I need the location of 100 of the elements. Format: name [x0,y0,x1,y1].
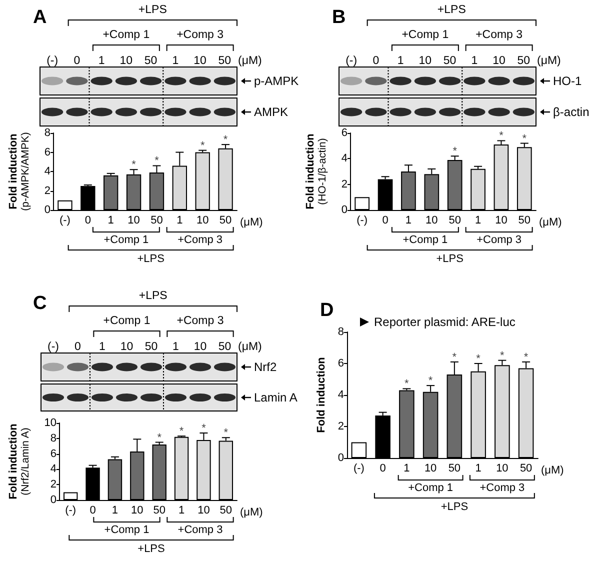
chart-subtitle: Reporter plasmid: ARE-luc [374,315,516,329]
data-label: * [428,375,434,388]
category-label: 0 [372,55,380,67]
y-tick-label: 0 [338,452,344,464]
text: (μM) [238,341,262,353]
x-tick-label: (-) [356,214,368,226]
text: β-actin [553,105,590,119]
category-label: 50 [517,55,530,67]
y-tick-label: 6 [338,358,344,370]
text: +Comp 3 [178,234,223,246]
x-tick-label: 10 [128,214,140,226]
x-tick-label: 1 [475,462,482,474]
x-axis-title: (μM) [539,216,562,228]
category-label: 50 [144,341,158,353]
text: (μM) [537,55,561,67]
data-label: * [524,351,529,364]
category-label: 50 [218,55,232,67]
y-tick-label: 6 [341,127,348,139]
y-tick-label: 4 [338,389,344,401]
category-label: 1 [98,55,105,67]
data-label: * [404,378,410,390]
x-tick-label: 1 [404,462,410,474]
data-label: * [500,350,506,362]
text: +Comp 1 [102,29,150,41]
category-label: 50 [218,341,232,353]
data-label: * [132,159,137,172]
chart-title: C [33,293,47,314]
category-label: 1 [471,55,478,67]
text: +LPS [138,290,168,302]
y-tick-label: 2 [50,478,56,491]
category-label: (-) [46,55,58,67]
category-label: 0 [74,341,81,353]
data-label: * [202,422,207,435]
y-tick-label: 0 [50,494,56,506]
y-tick-label: 0 [44,204,50,216]
category-label: 1 [397,55,404,67]
text: +LPS [137,253,164,265]
category-label: (-) [346,55,358,67]
x-tick-label: (-) [65,504,76,516]
text: +Comp 3 [476,234,522,246]
y-tick-label: 8 [50,432,56,444]
y-tick-label: 10 [44,417,56,429]
x-tick-label: 10 [196,214,209,226]
category-label: 10 [492,55,506,67]
y-tick-label: 2 [44,184,50,197]
data-label: * [452,146,458,158]
y-tick-label: 2 [341,178,348,190]
data-label: * [499,130,504,142]
data-label: * [157,432,162,444]
x-tick-label: 1 [178,504,185,516]
category-label: 10 [418,55,432,67]
x-tick-label: 50 [448,462,461,474]
category-label: 50 [144,55,158,67]
text: +Comp 3 [480,482,525,494]
text: +LPS [436,253,464,265]
data-label: * [223,134,228,146]
y-tick-label: 8 [338,326,344,338]
x-tick-label: (-) [353,462,364,474]
x-tick-label: 0 [90,504,96,516]
x-tick-label: 50 [448,214,461,226]
category-label: 10 [194,55,206,67]
data-label: * [179,426,184,438]
text: +LPS [138,543,165,555]
text: +LPS [437,4,466,16]
x-tick-label: 10 [131,504,144,516]
data-label: * [224,427,229,440]
y-tick-label: 0 [341,204,348,216]
category-label: 1 [172,55,179,67]
x-tick-label: 1 [112,504,118,516]
x-tick-label: 1 [405,214,412,226]
x-tick-label: 50 [153,504,166,516]
y-tick-label: 8 [44,127,50,139]
text: +Comp 1 [103,315,150,327]
x-tick-label: (-) [59,214,70,226]
y-axis-title: Fold induction (HO-1/β-actin) [304,133,328,210]
y-axis-title: Fold induction (p-AMPK/AMPK) [8,132,32,211]
text: +Comp 1 [402,234,448,246]
chart-title: A [33,7,47,28]
text: (μM) [238,55,262,67]
x-tick-label: 0 [84,214,91,226]
text: HO-1 [553,74,582,88]
x-tick-label: 50 [518,214,531,226]
text: +Comp 1 [408,482,454,494]
x-tick-label: 0 [382,214,388,226]
x-tick-label: 50 [520,462,532,474]
category-label: 0 [74,55,80,67]
x-axis-title: (μM) [541,464,564,476]
y-tick-label: 4 [50,463,56,476]
category-label: 10 [120,55,133,67]
data-label: * [154,155,160,168]
x-tick-label: 10 [424,462,437,474]
text: +LPS [138,4,167,16]
category-label: 1 [99,341,106,353]
y-axis-title: Fold induction (Nrf2/Lamin A) [8,423,32,500]
y-tick-label: 6 [50,448,56,460]
data-label: * [452,351,458,364]
category-label: 1 [172,341,179,353]
x-axis-title: (μM) [240,216,263,228]
text: AMPK [254,105,288,119]
x-tick-label: 50 [220,504,232,516]
